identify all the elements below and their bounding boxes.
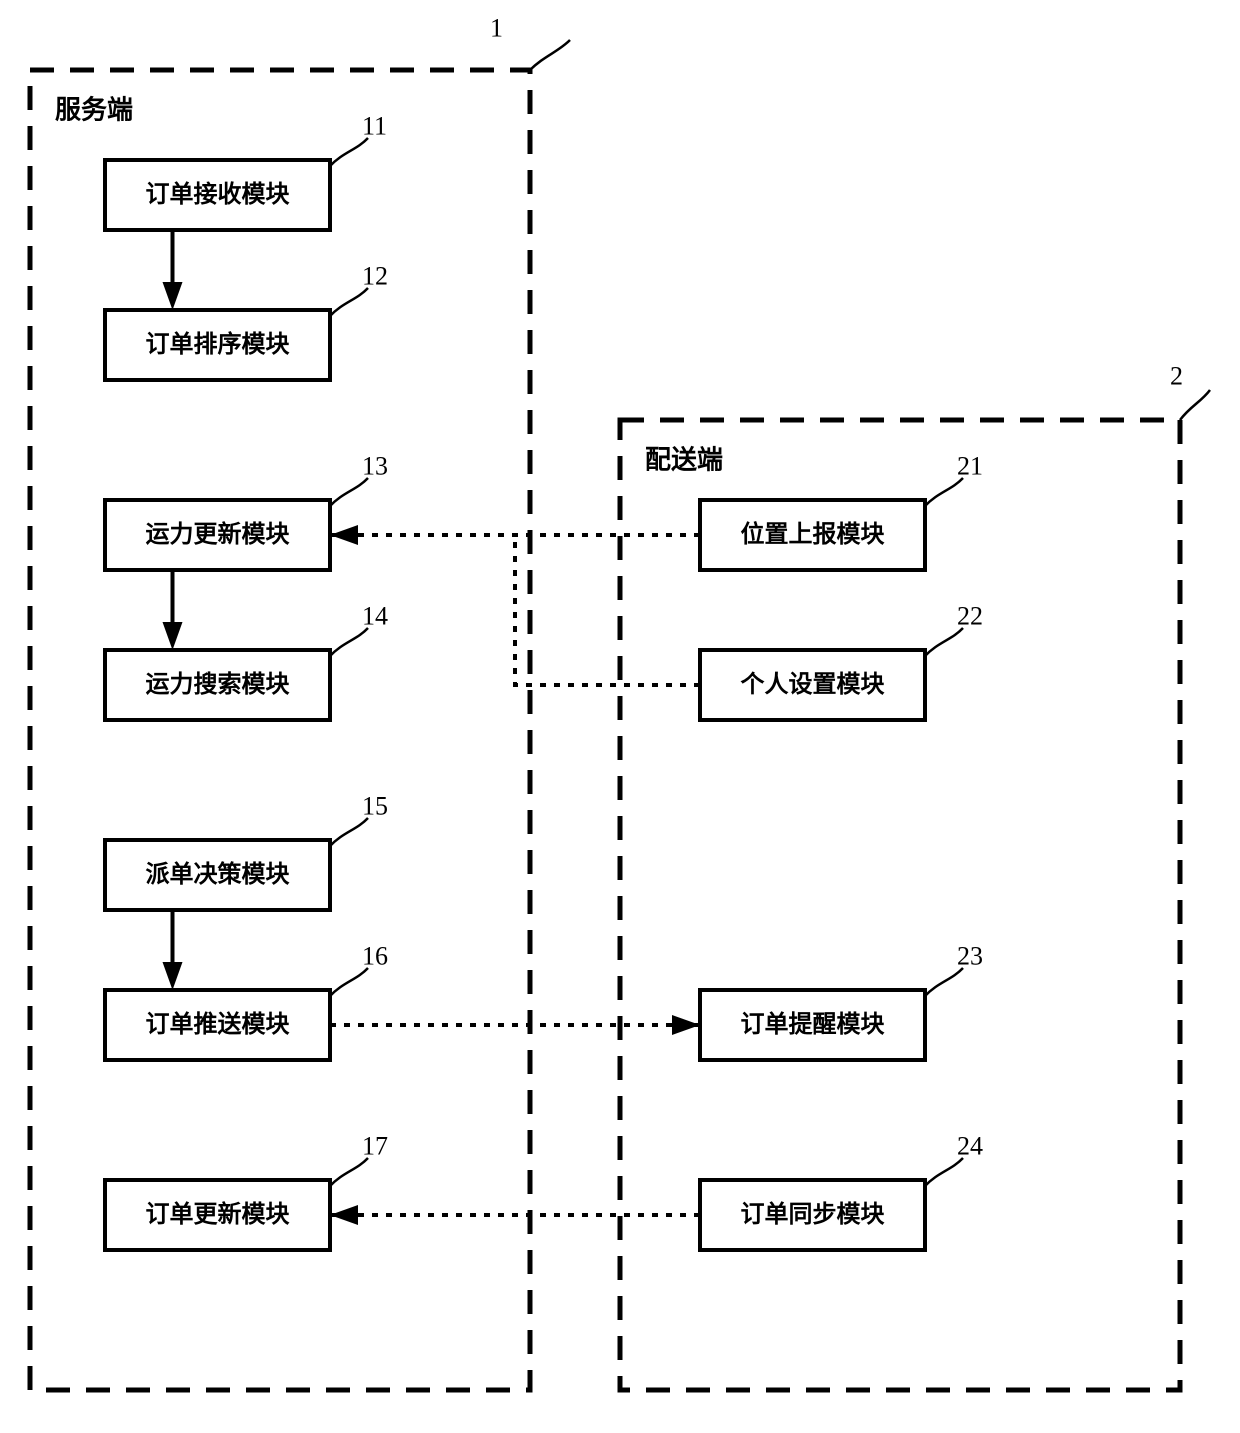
module-n16-label: 订单推送模块 xyxy=(146,1010,290,1038)
delivery-title: 配送端 xyxy=(645,445,723,474)
module-n15-label: 派单决策模块 xyxy=(146,860,290,888)
ref-label: 23 xyxy=(957,942,983,971)
ref-label: 24 xyxy=(957,1132,983,1161)
module-n11-label: 订单接收模块 xyxy=(146,181,290,208)
ref-label: 15 xyxy=(362,792,388,821)
ref-label: 2 xyxy=(1170,362,1183,391)
server-title: 服务端 xyxy=(55,95,133,124)
ref-label: 11 xyxy=(362,112,387,141)
ref-label: 14 xyxy=(362,602,388,631)
ref-label: 16 xyxy=(362,942,388,971)
module-n14-label: 运力搜索模块 xyxy=(146,671,290,698)
ref-label: 12 xyxy=(362,262,388,291)
module-n21-label: 位置上报模块 xyxy=(741,520,885,548)
ref-label: 22 xyxy=(957,602,983,631)
system-diagram: 服务端 1 配送端 2 订单接收模块 11 订单排序模块 12 运力更新模块 13 运力搜索模块 14… xyxy=(0,0,1240,1433)
module-n22-label: 个人设置模块 xyxy=(741,671,885,698)
module-n24-label: 订单同步模块 xyxy=(741,1201,885,1228)
ref-label: 17 xyxy=(362,1132,388,1161)
ref-label: 21 xyxy=(957,452,983,481)
module-n13-label: 运力更新模块 xyxy=(146,520,290,548)
ref-label: 13 xyxy=(362,452,388,481)
module-n23-label: 订单提醒模块 xyxy=(741,1011,885,1038)
module-n17-label: 订单更新模块 xyxy=(146,1200,290,1228)
ref-label: 1 xyxy=(490,14,503,43)
module-n12-label: 订单排序模块 xyxy=(146,330,290,358)
edge-n22-n13 xyxy=(515,535,700,685)
